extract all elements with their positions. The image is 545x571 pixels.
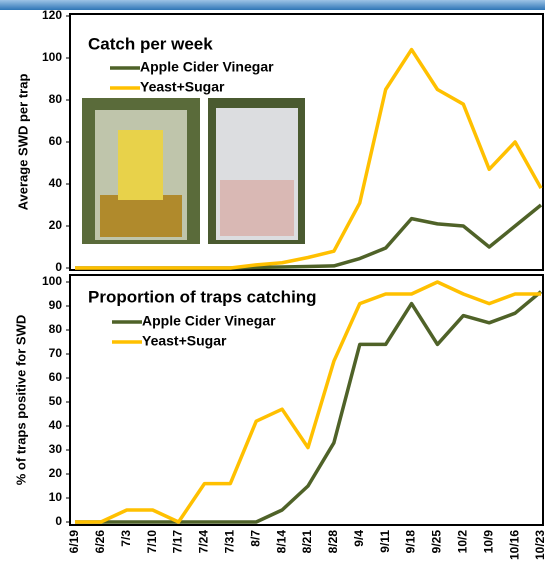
y-tick-label: 100 <box>42 274 62 288</box>
y-tick-label: 100 <box>42 50 62 64</box>
x-tick-label: 9/11 <box>378 530 392 553</box>
x-tick-label: 10/16 <box>507 530 521 560</box>
y-tick-label: 60 <box>49 134 63 148</box>
x-tick-label: 7/3 <box>119 530 133 547</box>
x-tick-label: 8/28 <box>326 530 340 554</box>
legend-label: Yeast+Sugar <box>142 333 227 349</box>
x-tick-label: 6/26 <box>93 530 107 554</box>
y-tick-label: 70 <box>49 346 63 360</box>
y-tick-label: 20 <box>49 218 63 232</box>
x-tick-label: 7/31 <box>223 530 237 554</box>
data-line <box>75 290 543 524</box>
x-tick-label: 9/4 <box>352 530 366 547</box>
legend-label: Apple Cider Vinegar <box>142 313 276 329</box>
y-tick-label: 120 <box>42 8 62 22</box>
x-tick-label: 10/2 <box>456 530 470 554</box>
y-tick-label: 80 <box>49 322 63 336</box>
y-tick-label: 40 <box>49 418 63 432</box>
y-axis-label: % of traps positive for SWD <box>13 315 28 485</box>
x-tick-label: 6/19 <box>67 530 81 554</box>
header-strip <box>0 0 545 10</box>
legend-label: Apple Cider Vinegar <box>140 59 274 75</box>
trap-photo <box>208 98 305 244</box>
y-tick-label: 20 <box>49 466 63 480</box>
y-tick-label: 80 <box>49 92 63 106</box>
y-tick-label: 90 <box>49 298 63 312</box>
x-tick-label: 8/7 <box>248 530 262 547</box>
y-tick-label: 0 <box>55 514 62 528</box>
y-tick-label: 50 <box>49 394 63 408</box>
y-tick-label: 40 <box>49 176 63 190</box>
data-line <box>75 47 543 270</box>
chart-title: Proportion of traps catching <box>88 287 317 306</box>
y-tick-label: 10 <box>49 490 63 504</box>
x-tick-label: 9/25 <box>430 530 444 554</box>
data-line <box>75 280 541 524</box>
x-tick-label: 10/9 <box>481 530 495 554</box>
x-tick-label: 8/21 <box>300 530 314 554</box>
x-tick-label: 7/10 <box>145 530 159 554</box>
x-tick-label: 9/18 <box>404 530 418 554</box>
x-tick-label: 10/23 <box>533 530 545 560</box>
trap-photo <box>82 98 200 244</box>
y-tick-label: 60 <box>49 370 63 384</box>
legend-label: Yeast+Sugar <box>140 79 225 95</box>
x-tick-label: 7/17 <box>171 530 185 554</box>
chart-title: Catch per week <box>88 34 213 53</box>
x-tick-label: 8/14 <box>274 530 288 554</box>
y-tick-label: 30 <box>49 442 63 456</box>
y-tick-label: 0 <box>55 260 62 274</box>
x-tick-label: 7/24 <box>197 530 211 554</box>
y-axis-label: Average SWD per trap <box>15 74 30 211</box>
